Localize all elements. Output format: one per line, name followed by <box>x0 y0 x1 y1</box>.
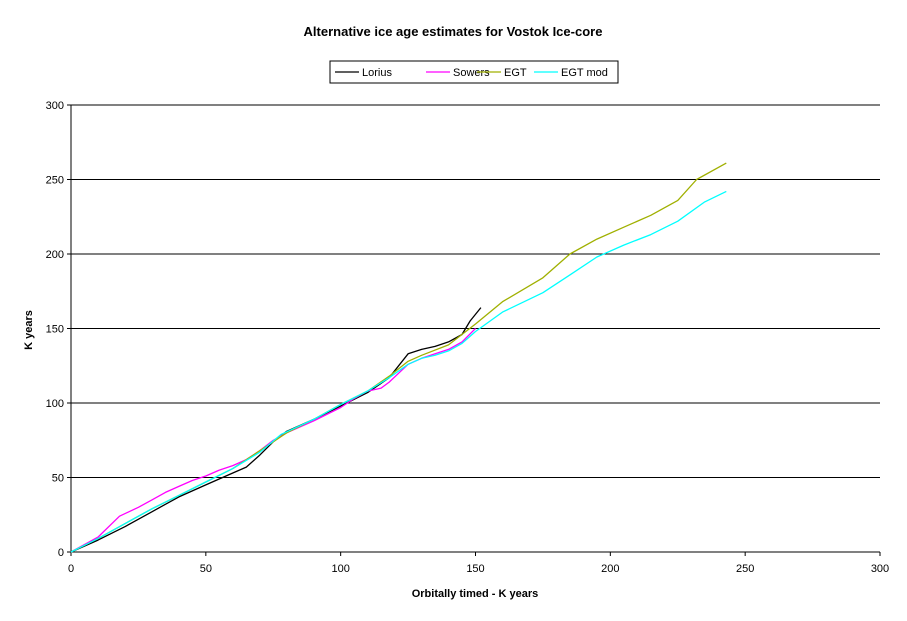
x-axis-label: Orbitally timed - K years <box>412 588 539 600</box>
y-tick-label-100: 100 <box>46 398 64 410</box>
legend-label-egt-mod: EGT mod <box>561 67 608 79</box>
y-axis-label: K years <box>23 310 35 350</box>
y-tick-label-50: 50 <box>52 473 64 485</box>
x-tick-label-250: 250 <box>736 563 754 575</box>
legend-box <box>329 60 619 84</box>
series-line-egt <box>70 162 727 553</box>
series-line-egt-mod <box>70 190 727 553</box>
legend-label-lorius: Lorius <box>362 67 392 79</box>
series-lines <box>70 162 727 553</box>
x-tick-label-50: 50 <box>200 563 212 575</box>
series-line-lorius <box>70 307 482 553</box>
chart-title: Alternative ice age estimates for Vostok… <box>304 24 603 39</box>
legend: Lorius Sowers EGT EGT mod <box>329 60 619 84</box>
legend-label-sowers: Sowers <box>453 67 490 79</box>
legend-label-egt: EGT <box>504 67 527 79</box>
y-tick-label-200: 200 <box>46 249 64 261</box>
y-tick-label-0: 0 <box>58 547 64 559</box>
y-tick-label-150: 150 <box>46 324 64 336</box>
x-tick-label-100: 100 <box>331 563 349 575</box>
gridlines <box>71 104 880 478</box>
x-tick-label-300: 300 <box>871 563 889 575</box>
x-tick-label-0: 0 <box>68 563 74 575</box>
x-tick-label-200: 200 <box>601 563 619 575</box>
x-tick-label-150: 150 <box>466 563 484 575</box>
y-tick-labels: 0 50 100 150 200 250 300 <box>46 100 71 559</box>
y-tick-label-250: 250 <box>46 175 64 187</box>
x-tick-labels: 0 50 100 150 200 250 300 <box>68 552 889 575</box>
y-tick-label-300: 300 <box>46 100 64 112</box>
